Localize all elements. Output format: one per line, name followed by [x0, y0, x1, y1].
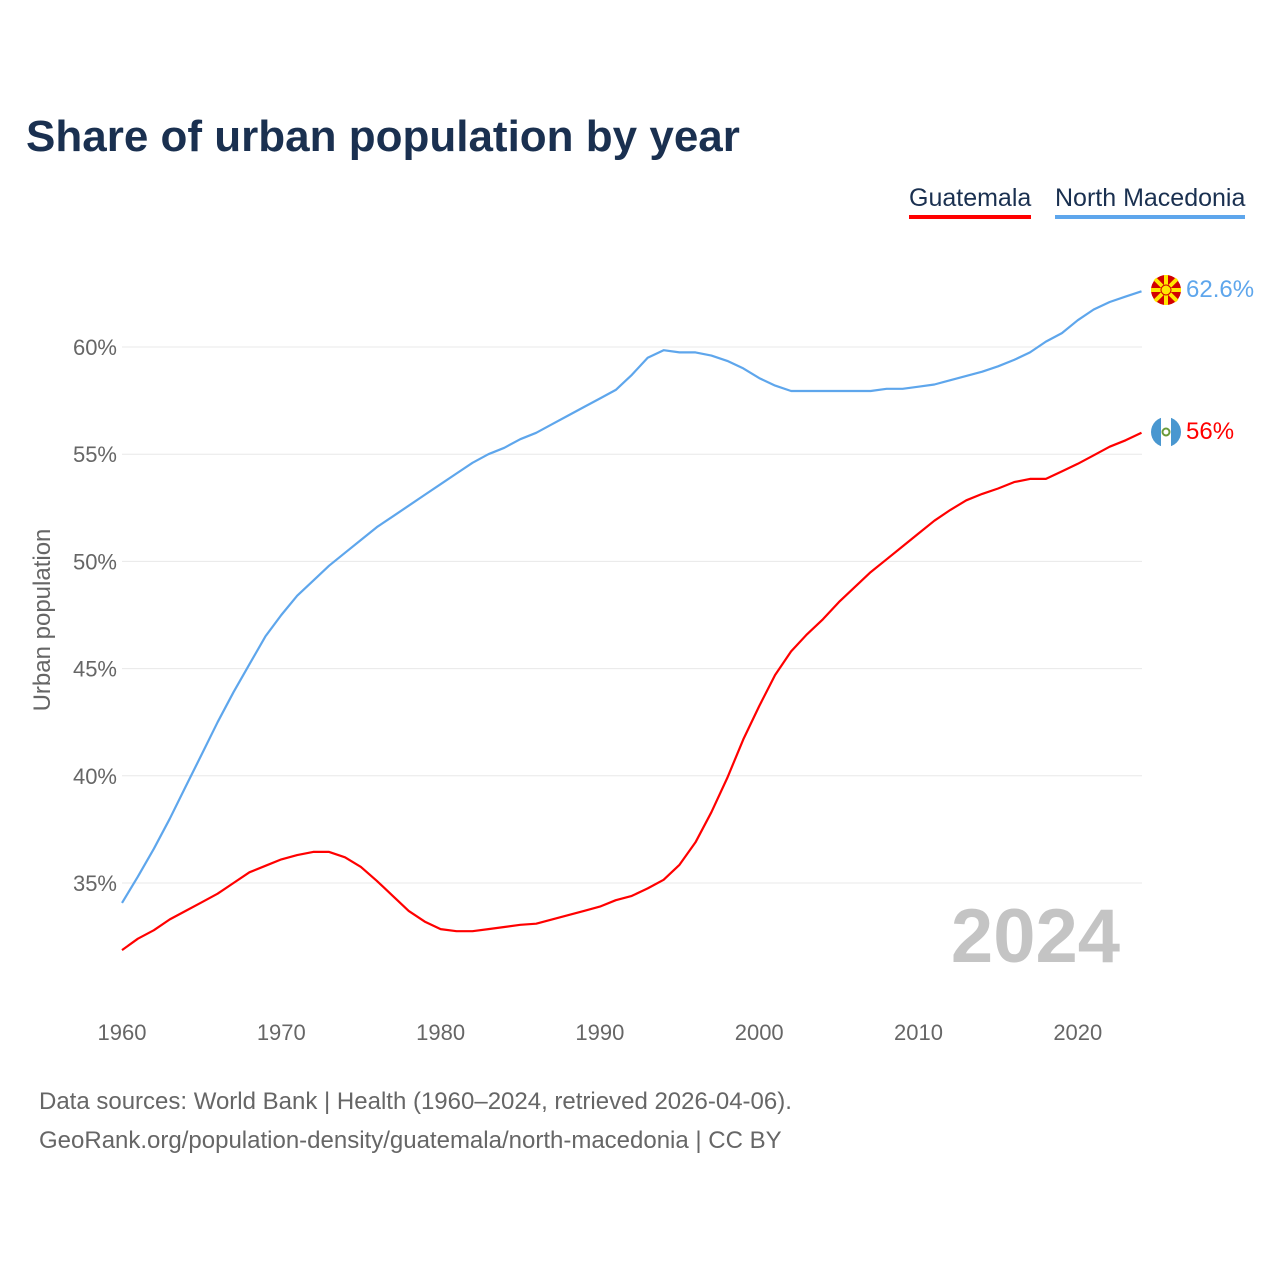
x-tick-label: 1990 [575, 1020, 624, 1045]
end-label-north-macedonia: 62.6% [1186, 276, 1254, 303]
x-tick-label: 2020 [1053, 1020, 1102, 1045]
guatemala-flag-icon [1151, 417, 1181, 447]
y-tick-label: 50% [73, 549, 117, 574]
y-tick-label: 45% [73, 657, 117, 682]
y-tick-label: 60% [73, 335, 117, 360]
end-label-guatemala: 56% [1186, 418, 1234, 445]
north-macedonia-flag-icon [1151, 275, 1181, 305]
y-axis-title: Urban population [29, 529, 56, 712]
legend-item-north-macedonia[interactable]: North Macedonia [1055, 184, 1246, 219]
chart-title: Share of urban population by year [26, 112, 740, 161]
year-watermark: 2024 [951, 894, 1120, 979]
series-line-north-macedonia [121, 290, 1142, 904]
y-tick-label: 40% [73, 764, 117, 789]
y-tick-label: 35% [73, 871, 117, 896]
x-tick-label: 1980 [416, 1020, 465, 1045]
x-tick-label: 1960 [98, 1020, 147, 1045]
legend-item-guatemala[interactable]: Guatemala [909, 184, 1032, 219]
footer-link[interactable]: GeoRank.org/population-density/guatemala… [39, 1127, 782, 1154]
x-tick-label: 2010 [894, 1020, 943, 1045]
y-tick-label: 55% [73, 442, 117, 467]
footer-source: Data sources: World Bank | Health (1960–… [39, 1088, 792, 1115]
x-tick-label: 2000 [735, 1020, 784, 1045]
series-line-guatemala [121, 431, 1142, 951]
x-tick-label: 1970 [257, 1020, 306, 1045]
